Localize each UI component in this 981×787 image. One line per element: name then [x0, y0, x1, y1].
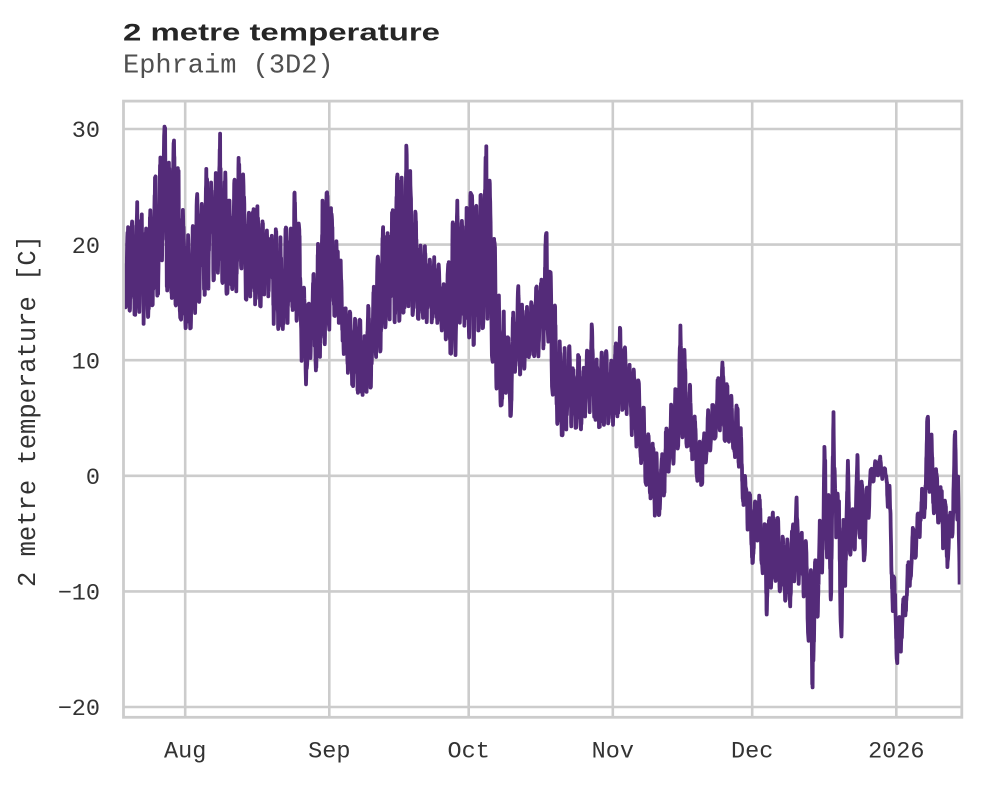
svg-text:10: 10 [72, 349, 100, 376]
svg-text:−20: −20 [58, 696, 100, 723]
svg-text:30: 30 [72, 118, 100, 145]
svg-text:2 metre temperature [C]: 2 metre temperature [C] [14, 235, 43, 587]
svg-text:0: 0 [86, 465, 100, 492]
svg-text:Nov: Nov [592, 739, 634, 766]
svg-text:Ephraim (3D2): Ephraim (3D2) [123, 52, 334, 82]
svg-text:2 metre temperature: 2 metre temperature [123, 20, 440, 47]
svg-text:Aug: Aug [164, 739, 206, 766]
svg-text:−10: −10 [58, 581, 100, 608]
svg-text:Oct: Oct [448, 739, 490, 766]
svg-text:Dec: Dec [731, 739, 773, 766]
svg-text:2026: 2026 [868, 739, 924, 766]
svg-text:20: 20 [72, 234, 100, 261]
svg-text:Sep: Sep [308, 739, 350, 766]
